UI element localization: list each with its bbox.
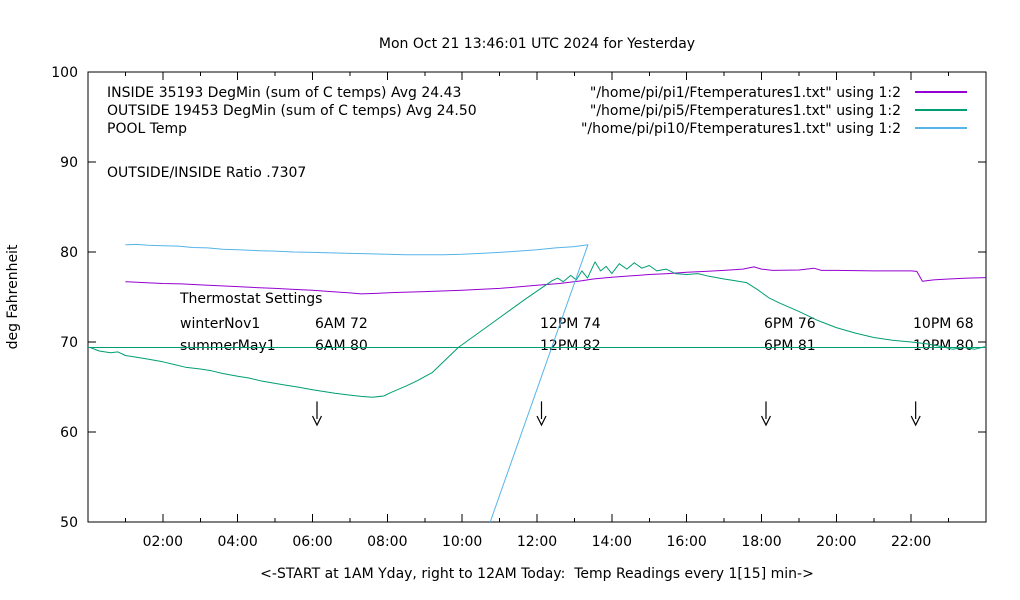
thermostat-winter-6pm: 6PM 76 — [764, 316, 816, 332]
thermostat-winter-6am: 6AM 72 — [315, 316, 368, 332]
x-tick-label: 06:00 — [292, 534, 332, 550]
down-arrow-head — [910, 415, 921, 427]
down-arrow-head — [536, 415, 547, 427]
x-tick-label: 16:00 — [666, 534, 706, 550]
pool-series-line — [125, 243, 589, 523]
x-tick-label: 04:00 — [217, 534, 257, 550]
x-tick-label: 10:00 — [442, 534, 482, 550]
thermostat-row-label-summer: summerMay1 — [180, 338, 276, 354]
y-tick-label: 90 — [60, 155, 78, 171]
plot-geometry: 02:00 04:00 06:00 08:00 10:00 12:00 14:00 16:00… — [51, 65, 987, 550]
y-tick-label: 80 — [60, 245, 78, 261]
thermostat-row-label-winter: winterNov1 — [180, 316, 260, 332]
y-tick-label: 60 — [60, 425, 78, 441]
x-tick-label: 02:00 — [143, 534, 183, 550]
x-tick-label: 20:00 — [816, 534, 856, 550]
thermostat-heading: Thermostat Settings — [179, 291, 322, 307]
legend-file-pool: "/home/pi/pi10/Ftemperatures1.txt" using… — [581, 121, 901, 137]
x-tick-label: 14:00 — [592, 534, 632, 550]
thermostat-summer-6am: 6AM 80 — [315, 338, 368, 354]
legend-file-outside: "/home/pi/pi5/Ftemperatures1.txt" using … — [590, 103, 901, 119]
thermostat-summer-10pm: 10PM 80 — [913, 338, 974, 354]
x-tick-label: 18:00 — [741, 534, 781, 550]
legend-label-inside: INSIDE 35193 DegMin (sum of C temps) Avg… — [107, 85, 461, 101]
y-tick-label: 70 — [60, 335, 78, 351]
down-arrow-head — [311, 415, 323, 427]
thermostat-summer-12pm: 12PM 82 — [540, 338, 601, 354]
outside-series-line — [89, 261, 987, 398]
x-tick-label: 12:00 — [517, 534, 557, 550]
x-axis-label: <-START at 1AM Yday, right to 12AM Today… — [260, 566, 814, 582]
ratio-annotation: OUTSIDE/INSIDE Ratio .7307 — [107, 165, 306, 181]
x-tick-label: 22:00 — [891, 534, 931, 550]
legend-label-pool: POOL Temp — [107, 121, 187, 137]
inside-series-line — [125, 266, 987, 295]
legend-file-inside: "/home/pi/pi1/Ftemperatures1.txt" using … — [590, 85, 901, 101]
down-arrow-head — [760, 415, 772, 427]
y-tick-label: 50 — [60, 515, 78, 531]
legend-label-outside: OUTSIDE 19453 DegMin (sum of C temps) Av… — [107, 103, 477, 119]
chart-title: Mon Oct 21 13:46:01 UTC 2024 for Yesterd… — [379, 36, 695, 52]
y-tick-label: 100 — [51, 65, 78, 81]
x-tick-label: 08:00 — [367, 534, 407, 550]
thermostat-winter-10pm: 10PM 68 — [913, 316, 974, 332]
y-axis-label: deg Fahrenheit — [5, 244, 21, 349]
thermostat-summer-6pm: 6PM 81 — [764, 338, 816, 354]
thermostat-winter-12pm: 12PM 74 — [540, 316, 601, 332]
